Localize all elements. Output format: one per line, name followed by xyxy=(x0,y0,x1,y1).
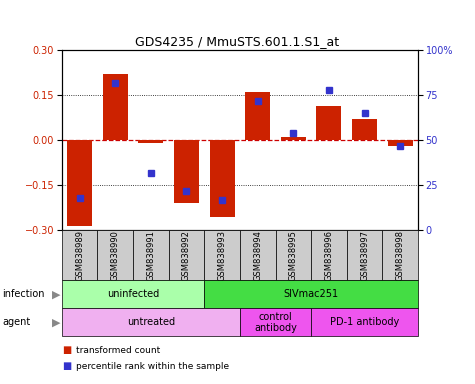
Bar xyxy=(62,230,97,280)
Text: control
antibody: control antibody xyxy=(254,311,297,333)
Bar xyxy=(133,230,169,280)
Bar xyxy=(245,92,270,140)
Text: infection: infection xyxy=(2,289,45,299)
Bar xyxy=(67,140,92,226)
Text: GSM838989: GSM838989 xyxy=(75,230,84,281)
Bar xyxy=(276,230,311,280)
Bar xyxy=(311,230,347,280)
Bar xyxy=(204,280,418,308)
Text: percentile rank within the sample: percentile rank within the sample xyxy=(76,362,229,371)
Text: GSM838998: GSM838998 xyxy=(396,230,405,281)
Text: GSM838997: GSM838997 xyxy=(360,230,369,281)
Bar xyxy=(138,140,163,143)
Bar xyxy=(204,230,240,280)
Text: agent: agent xyxy=(2,317,30,327)
Text: uninfected: uninfected xyxy=(107,289,159,299)
Text: GSM838994: GSM838994 xyxy=(253,230,262,281)
Text: GDS4235 / MmuSTS.601.1.S1_at: GDS4235 / MmuSTS.601.1.S1_at xyxy=(135,35,340,48)
Text: ■: ■ xyxy=(62,345,71,355)
Text: GSM838990: GSM838990 xyxy=(111,230,120,281)
Text: ▶: ▶ xyxy=(52,317,60,327)
Text: transformed count: transformed count xyxy=(76,346,160,355)
Bar xyxy=(347,230,382,280)
Text: SIVmac251: SIVmac251 xyxy=(284,289,339,299)
Text: untreated: untreated xyxy=(127,317,175,327)
Text: GSM838991: GSM838991 xyxy=(146,230,155,281)
Bar xyxy=(316,106,342,140)
Text: ▶: ▶ xyxy=(52,289,60,299)
Bar xyxy=(311,308,418,336)
Bar xyxy=(209,140,235,217)
Bar xyxy=(62,280,204,308)
Bar xyxy=(62,308,240,336)
Text: GSM838992: GSM838992 xyxy=(182,230,191,281)
Text: GSM838995: GSM838995 xyxy=(289,230,298,281)
Bar xyxy=(388,140,413,146)
Bar xyxy=(281,137,306,140)
Bar xyxy=(240,230,276,280)
Text: GSM838993: GSM838993 xyxy=(218,230,227,281)
Text: GSM838996: GSM838996 xyxy=(324,230,333,281)
Bar xyxy=(240,308,311,336)
Text: ■: ■ xyxy=(62,361,71,371)
Bar xyxy=(382,230,418,280)
Bar xyxy=(352,119,377,140)
Bar xyxy=(97,230,133,280)
Bar xyxy=(174,140,199,203)
Bar xyxy=(169,230,204,280)
Bar xyxy=(103,74,128,140)
Text: PD-1 antibody: PD-1 antibody xyxy=(330,317,399,327)
